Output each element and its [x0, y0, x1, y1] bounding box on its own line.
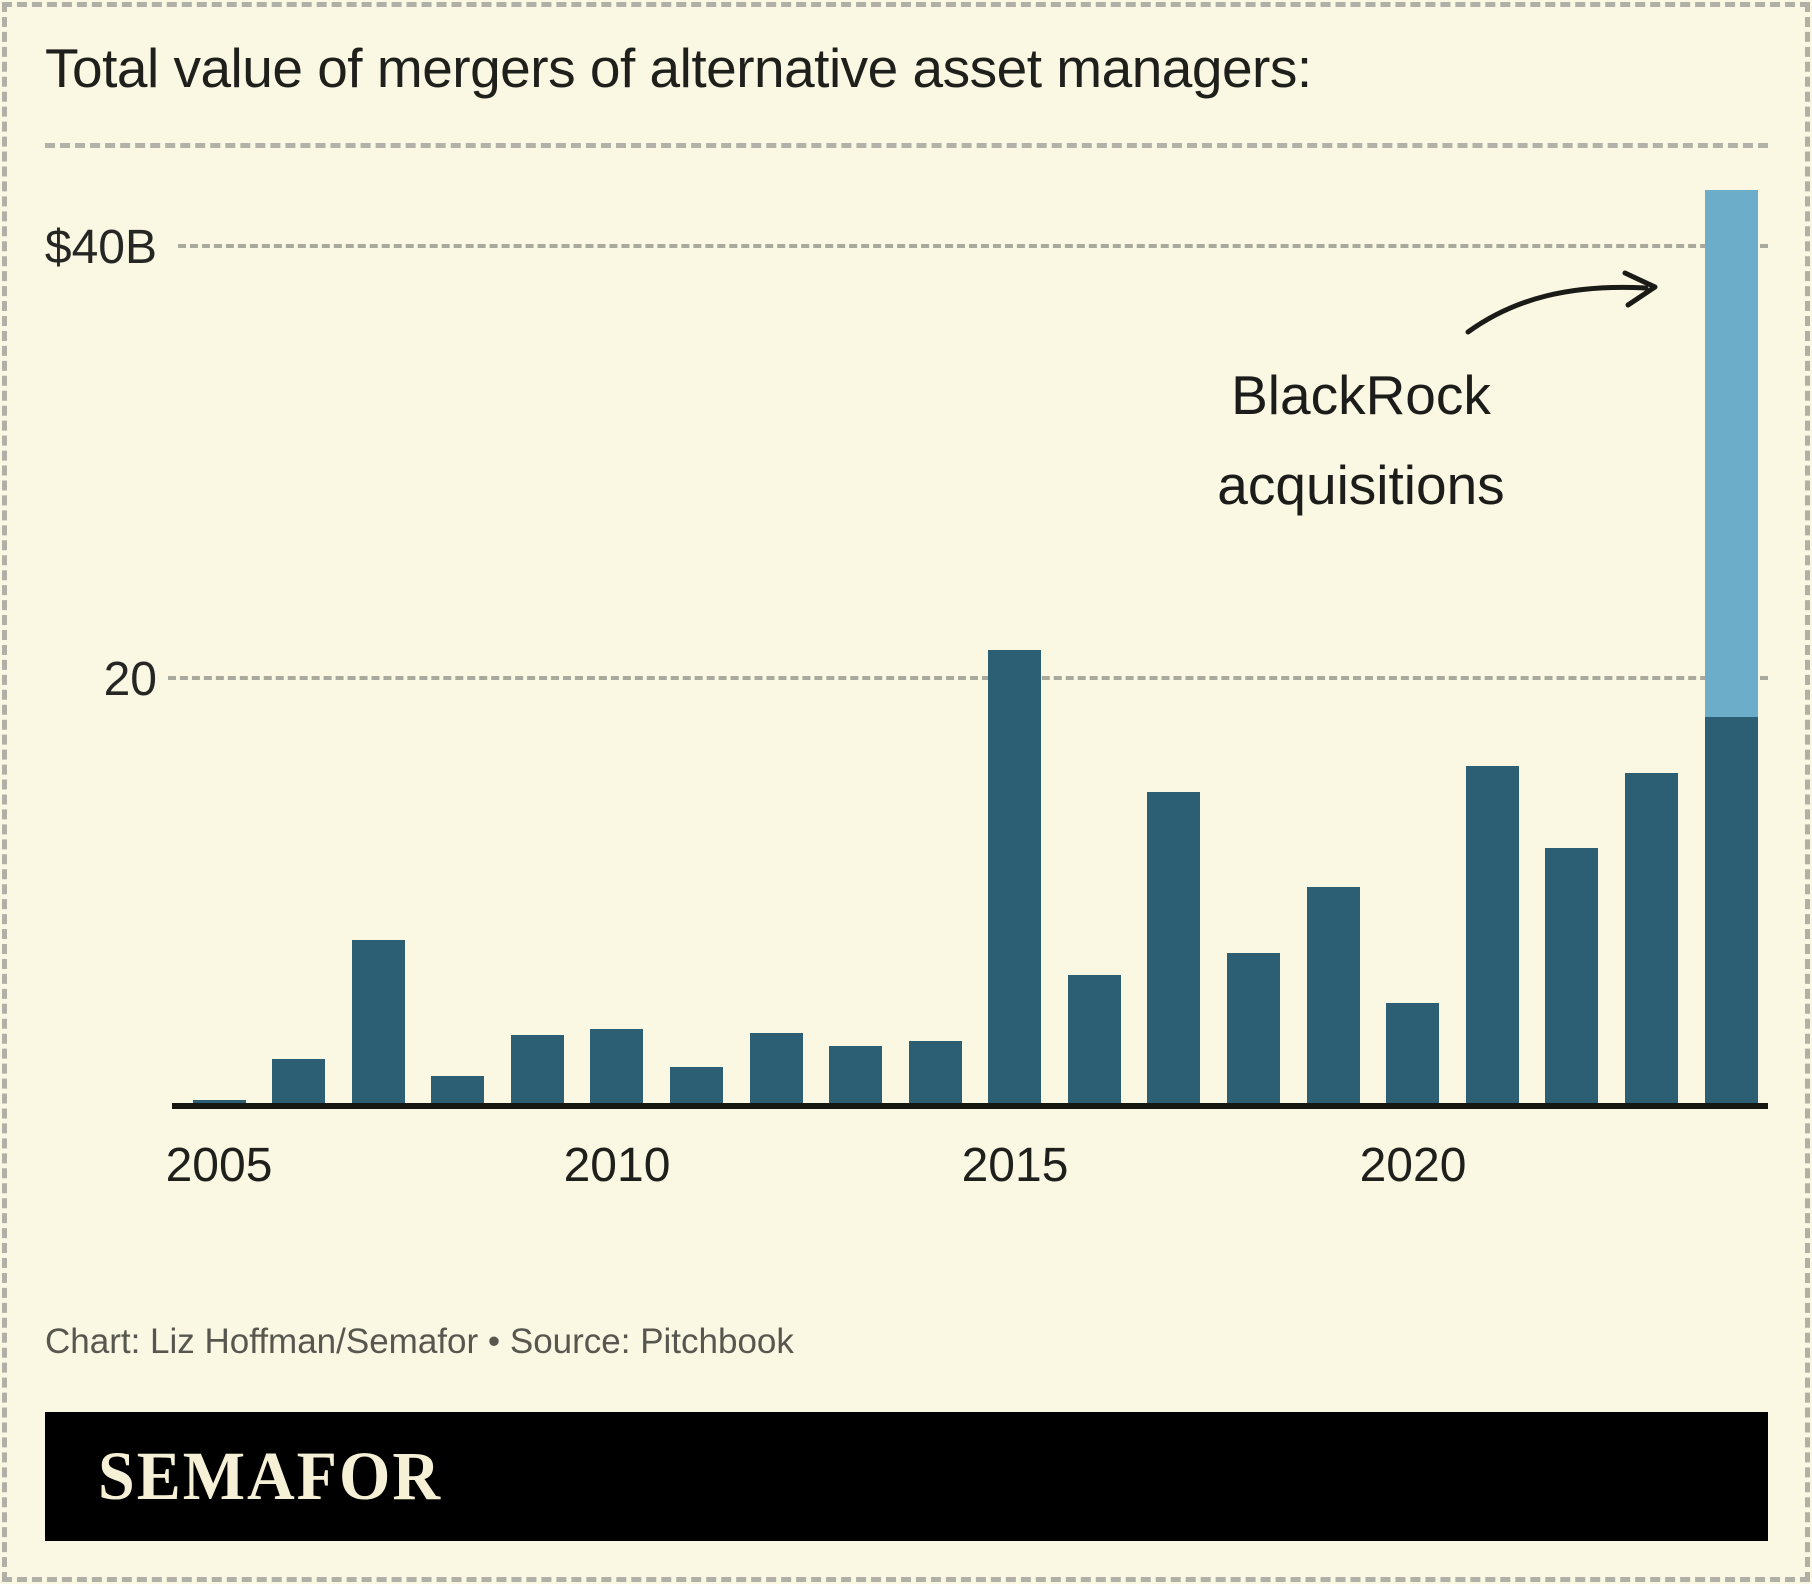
gridline-20b	[168, 676, 1768, 680]
bar-2019	[1307, 887, 1360, 1106]
annotation-line2: acquisitions	[1217, 454, 1505, 516]
bar-2024	[1705, 717, 1758, 1106]
bar-2010	[590, 1029, 643, 1106]
y-axis-label-40b: $40B	[44, 221, 157, 274]
bar-2006	[272, 1059, 325, 1106]
blackrock-annotation: BlackRock acquisitions	[1217, 350, 1504, 530]
bar-2015	[988, 650, 1041, 1106]
bar-2018	[1227, 953, 1280, 1106]
y-axis-label-20: 20	[103, 653, 157, 706]
credit-line: Chart: Liz Hoffman/Semafor • Source: Pit…	[45, 1322, 794, 1361]
top-separator-line	[45, 143, 1768, 148]
bar-2013	[829, 1046, 882, 1106]
bar-2020	[1386, 1003, 1439, 1106]
bar-2016	[1068, 975, 1121, 1106]
bar-2007	[352, 940, 405, 1106]
bar-2008	[431, 1076, 484, 1106]
bar-2017	[1147, 792, 1200, 1106]
x-tick-2010: 2010	[563, 1139, 671, 1192]
semafor-logo: SEMAFOR	[98, 1438, 442, 1514]
annotation-line1: BlackRock	[1231, 364, 1491, 426]
bar-2011	[670, 1067, 723, 1106]
bar-2022	[1545, 848, 1598, 1106]
bar-2014	[909, 1041, 962, 1106]
footer-bar: SEMAFOR	[45, 1412, 1768, 1541]
x-tick-2015: 2015	[961, 1139, 1069, 1192]
bar-2009	[511, 1035, 564, 1106]
x-axis-line	[172, 1103, 1768, 1109]
bar-2012	[750, 1033, 803, 1106]
bar-2024-blackrock-segment	[1705, 190, 1758, 717]
chart-title: Total value of mergers of alternative as…	[45, 37, 1312, 99]
gridline-40b	[178, 244, 1768, 248]
x-tick-2020: 2020	[1359, 1139, 1467, 1192]
bar-2021	[1466, 766, 1519, 1106]
x-tick-2005: 2005	[165, 1139, 273, 1192]
bar-2023	[1625, 773, 1678, 1106]
